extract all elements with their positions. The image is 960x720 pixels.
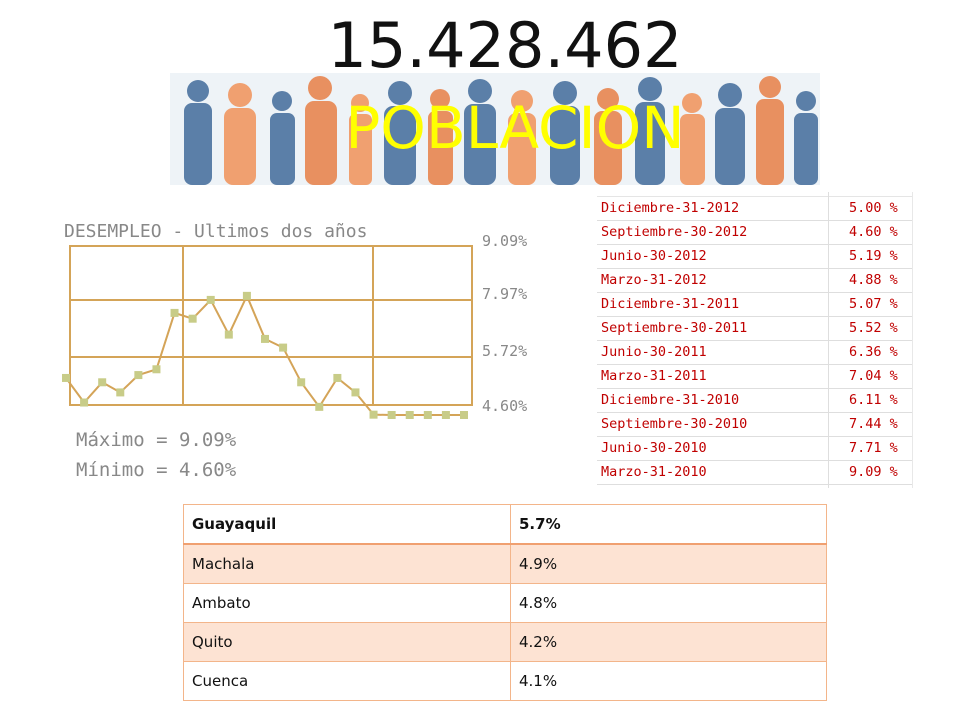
rate-date: Marzo-31-2011 xyxy=(601,368,707,384)
rate-date: Diciembre-31-2010 xyxy=(601,392,740,408)
city-rate: 4.9% xyxy=(510,543,827,584)
people-silhouettes xyxy=(184,76,818,185)
cities-table-row: Quito 4.2% xyxy=(183,622,827,662)
data-point xyxy=(170,308,179,317)
city-unemployment-table: Guayaquil 5.7% Machala 4.9% Ambato 4.8% Quito 4… xyxy=(183,504,827,701)
data-point xyxy=(116,388,125,397)
data-point xyxy=(297,378,306,387)
rate-date: Diciembre-31-2012 xyxy=(601,200,740,216)
city-rate: 5.7% xyxy=(510,504,827,545)
data-point xyxy=(441,411,450,419)
rates-table-row: Septiembre-30-2012 4.60 % xyxy=(597,221,912,245)
population-number: 15.428.462 xyxy=(327,9,683,82)
rate-date: Marzo-31-2012 xyxy=(601,272,707,288)
rate-value: 5.52 % xyxy=(849,320,898,336)
data-point xyxy=(279,343,288,352)
y-tick-labels: 9.09% 7.97% 5.72% 4.60% xyxy=(482,232,527,415)
rates-table-row: Marzo-31-2012 4.88 % xyxy=(597,269,912,293)
rates-table-row: Septiembre-30-2010 7.44 % xyxy=(597,413,912,437)
data-point xyxy=(351,388,360,397)
rate-value: 4.60 % xyxy=(849,224,898,240)
rate-date: Marzo-31-2010 xyxy=(601,464,707,480)
unemployment-chart: DESEMPLEO - Ultimos dos años 9.09% 7.97% 5… xyxy=(62,221,527,481)
data-point xyxy=(460,411,468,419)
rate-value: 7.71 % xyxy=(849,440,898,456)
city-rate: 4.8% xyxy=(510,583,827,623)
y-tick-label: 7.97% xyxy=(482,285,527,303)
chart-plot-frame xyxy=(69,245,473,406)
rates-table-row: Marzo-31-2010 9.09 % xyxy=(597,461,912,485)
chart-max-label: Máximo = 9.09% xyxy=(76,429,237,451)
rate-value: 7.04 % xyxy=(849,368,898,384)
rate-date: Junio-30-2010 xyxy=(601,440,707,456)
cities-table-header-row: Guayaquil 5.7% xyxy=(183,504,827,545)
chart-title: DESEMPLEO - Ultimos dos años xyxy=(64,221,367,242)
y-tick-label: 4.60% xyxy=(482,397,527,415)
rate-date: Septiembre-30-2011 xyxy=(601,320,748,336)
y-tick-label: 9.09% xyxy=(482,232,527,250)
rate-date: Junio-30-2012 xyxy=(601,248,707,264)
rate-value: 5.00 % xyxy=(849,200,898,216)
data-point xyxy=(134,371,143,380)
cities-table-row: Machala 4.9% xyxy=(183,543,827,584)
rates-table-row: Diciembre-31-2012 5.00 % xyxy=(597,197,912,221)
rates-table-row: Junio-30-2011 6.36 % xyxy=(597,341,912,365)
data-point xyxy=(405,411,414,419)
rate-value: 4.88 % xyxy=(849,272,898,288)
data-point xyxy=(423,411,432,419)
city-name: Cuenca xyxy=(183,661,511,701)
rate-value: 7.44 % xyxy=(849,416,898,432)
city-name: Guayaquil xyxy=(183,504,511,545)
chart-grid xyxy=(70,246,472,405)
data-point xyxy=(387,411,396,419)
data-point xyxy=(152,365,161,374)
data-point xyxy=(261,334,269,343)
rate-value: 6.36 % xyxy=(849,344,898,360)
rates-table-row: Marzo-31-2011 7.04 % xyxy=(597,365,912,389)
population-banner-image xyxy=(170,73,820,185)
data-point xyxy=(333,373,342,382)
rate-date: Septiembre-30-2010 xyxy=(601,416,748,432)
data-point xyxy=(188,314,197,323)
rates-table-row: Diciembre-31-2010 6.11 % xyxy=(597,389,912,413)
data-point xyxy=(98,378,107,387)
unemployment-rates-table: Diciembre-31-2012 5.00 % Septiembre-30-201… xyxy=(597,192,913,488)
data-point xyxy=(80,398,89,407)
rates-table-row: Diciembre-31-2011 5.07 % xyxy=(597,293,912,317)
rate-value: 5.07 % xyxy=(849,296,898,312)
series-line xyxy=(65,293,464,416)
data-point xyxy=(315,402,324,411)
chart-min-label: Mínimo = 4.60% xyxy=(76,459,237,481)
city-rate: 4.2% xyxy=(510,622,827,662)
rates-table-row: Junio-30-2010 7.71 % xyxy=(597,437,912,461)
rate-date: Septiembre-30-2012 xyxy=(601,224,748,240)
city-name: Quito xyxy=(183,622,511,662)
city-name: Machala xyxy=(183,543,511,584)
rates-table-top-border xyxy=(597,192,912,197)
rates-table-row: Junio-30-2012 5.19 % xyxy=(597,245,912,269)
rate-value: 5.19 % xyxy=(849,248,898,264)
rate-value: 9.09 % xyxy=(849,464,898,480)
data-point xyxy=(369,410,378,419)
y-tick-label: 5.72% xyxy=(482,342,527,360)
rate-value: 6.11 % xyxy=(849,392,898,408)
data-point xyxy=(206,295,215,304)
rate-date: Junio-30-2011 xyxy=(601,344,707,360)
data-point xyxy=(242,291,251,300)
rates-table-row: Septiembre-30-2011 5.52 % xyxy=(597,317,912,341)
rate-date: Diciembre-31-2011 xyxy=(601,296,740,312)
series-markers xyxy=(62,291,468,419)
data-point xyxy=(62,373,70,382)
cities-table-row: Ambato 4.8% xyxy=(183,583,827,623)
city-name: Ambato xyxy=(183,583,511,623)
city-rate: 4.1% xyxy=(510,661,827,701)
banner-title: POBLACION xyxy=(345,94,685,162)
cities-table-row: Cuenca 4.1% xyxy=(183,661,827,701)
data-point xyxy=(224,330,233,339)
